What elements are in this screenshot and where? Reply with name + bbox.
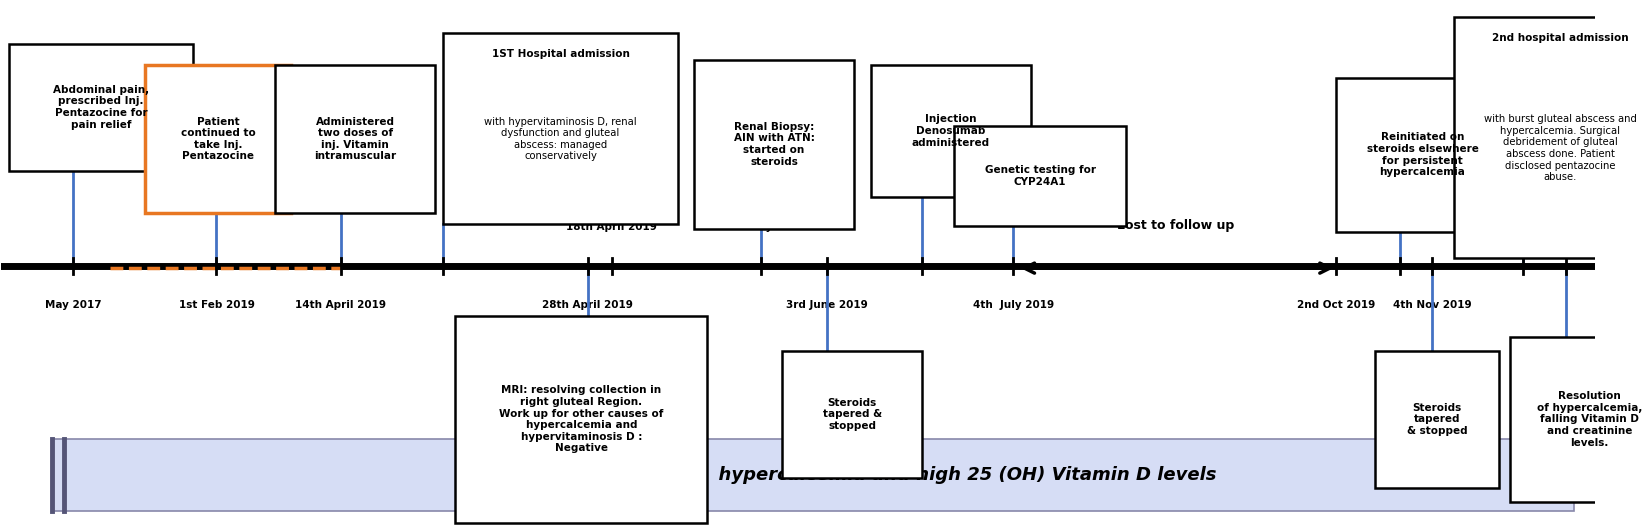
Text: 2nd Oct 2019: 2nd Oct 2019: [1298, 301, 1375, 310]
Text: May 2017: May 2017: [44, 301, 102, 310]
Text: Duration of documented  hypercalcemia and high 25 (OH) Vitamin D levels: Duration of documented hypercalcemia and…: [457, 466, 1216, 484]
FancyBboxPatch shape: [145, 65, 291, 213]
FancyBboxPatch shape: [456, 317, 707, 522]
Text: 3rd June 2019: 3rd June 2019: [786, 301, 867, 310]
FancyBboxPatch shape: [872, 65, 1031, 197]
FancyBboxPatch shape: [1336, 78, 1508, 231]
Text: 5th Dec 2019: 5th Dec 2019: [1484, 222, 1561, 231]
Text: 4th Nov 2019: 4th Nov 2019: [1393, 301, 1471, 310]
FancyBboxPatch shape: [954, 126, 1127, 226]
Text: Resolution
of hypercalcemia,
falling Vitamin D
and creatinine
levels.: Resolution of hypercalcemia, falling Vit…: [1536, 391, 1642, 447]
Text: 2nd hospital admission: 2nd hospital admission: [1492, 34, 1629, 44]
Text: with hypervitaminosis D, renal
dysfunction and gluteal
abscess: managed
conserva: with hypervitaminosis D, renal dysfuncti…: [484, 117, 637, 161]
Text: 2nd Nov 2019: 2nd Nov 2019: [1360, 222, 1441, 231]
Text: Steroids
tapered
& stopped: Steroids tapered & stopped: [1406, 403, 1467, 436]
FancyBboxPatch shape: [1454, 17, 1645, 258]
FancyBboxPatch shape: [53, 439, 1574, 511]
Text: Lost to follow up: Lost to follow up: [1117, 219, 1234, 231]
Text: Injection
Denosumab
administered: Injection Denosumab administered: [911, 114, 990, 148]
Text: Reinitiated on
steroids elsewhere
for persistent
hypercalcemia: Reinitiated on steroids elsewhere for pe…: [1367, 132, 1479, 177]
Text: Administered
two doses of
inj. Vitamin
intramuscular: Administered two doses of inj. Vitamin i…: [314, 117, 396, 161]
FancyBboxPatch shape: [443, 33, 678, 223]
Text: Renal Biopsy:
AIN with ATN:
started on
steroids: Renal Biopsy: AIN with ATN: started on s…: [734, 122, 814, 167]
FancyBboxPatch shape: [275, 65, 434, 213]
FancyBboxPatch shape: [1510, 337, 1645, 502]
FancyBboxPatch shape: [1375, 351, 1499, 488]
FancyBboxPatch shape: [10, 44, 192, 171]
Text: MRI: resolving collection in
right gluteal Region.
Work up for other causes of
h: MRI: resolving collection in right glute…: [498, 386, 663, 453]
FancyBboxPatch shape: [694, 60, 854, 229]
Text: 18th April 2019: 18th April 2019: [566, 222, 656, 231]
Text: Genetic testing for
CYP24A1: Genetic testing for CYP24A1: [985, 165, 1096, 187]
Text: Patient
continued to
take Inj.
Pentazocine: Patient continued to take Inj. Pentazoci…: [181, 117, 255, 161]
FancyBboxPatch shape: [781, 351, 923, 478]
Text: 14th April 2019: 14th April 2019: [294, 301, 387, 310]
Text: 30th May 2019: 30th May 2019: [717, 222, 804, 231]
Text: Abdominal pain,
prescribed Inj.
Pentazocine for
pain relief: Abdominal pain, prescribed Inj. Pentazoc…: [53, 85, 150, 130]
Text: 4th  July 2019: 4th July 2019: [972, 301, 1054, 310]
Text: 28th April 2019: 28th April 2019: [543, 301, 633, 310]
Text: 1st Feb 2019: 1st Feb 2019: [179, 301, 255, 310]
Text: 1ST Hospital admission: 1ST Hospital admission: [492, 49, 630, 59]
Text: Steroids
tapered &
stopped: Steroids tapered & stopped: [822, 397, 882, 431]
Text: with burst gluteal abscess and
hypercalcemia. Surgical
debridement of gluteal
ab: with burst gluteal abscess and hypercalc…: [1484, 114, 1637, 182]
